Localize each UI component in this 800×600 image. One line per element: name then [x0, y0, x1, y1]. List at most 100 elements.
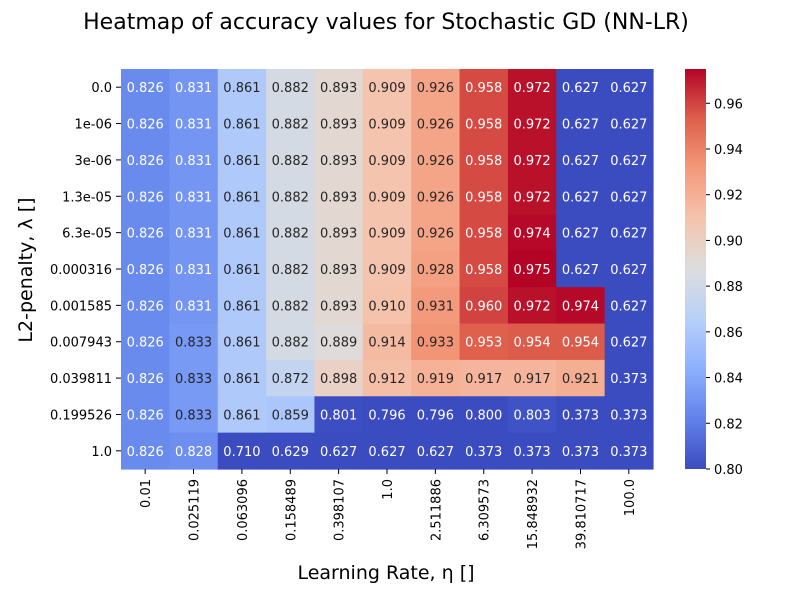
- cell-value-label: 0.373: [562, 408, 599, 423]
- x-tick-label: 0.063096: [236, 479, 251, 541]
- cell-value-label: 0.893: [320, 299, 357, 314]
- cell-value-label: 0.926: [417, 190, 454, 205]
- heatmap-cell: [121, 323, 170, 361]
- cell-value-label: 0.826: [127, 372, 164, 387]
- heatmap-cell: [507, 214, 557, 252]
- heatmap-cell: [459, 359, 509, 397]
- x-tick-label: 0.01: [139, 479, 154, 508]
- cell-value-label: 0.917: [465, 372, 502, 387]
- cell-value-label: 0.627: [562, 190, 599, 205]
- heatmap-cell: [556, 396, 606, 434]
- y-tick-label: 1.0: [91, 445, 112, 460]
- heatmap-cell: [121, 105, 170, 143]
- heatmap-cell: [169, 432, 219, 470]
- heatmap-cell: [121, 287, 170, 325]
- cell-value-label: 0.627: [610, 118, 647, 133]
- cell-value-label: 0.889: [320, 336, 357, 351]
- heatmap-cell: [266, 69, 316, 106]
- cell-value-label: 0.861: [223, 299, 260, 314]
- cell-value-label: 0.861: [223, 154, 260, 169]
- heatmap-cell: [604, 214, 654, 252]
- heatmap-cell: [217, 359, 267, 397]
- heatmap-cell: [459, 105, 509, 143]
- heatmap-cell: [266, 250, 316, 288]
- heatmap-cell: [507, 323, 557, 361]
- cell-value-label: 0.926: [417, 154, 454, 169]
- heatmap-cell: [362, 359, 412, 397]
- cell-value-label: 0.909: [368, 154, 405, 169]
- cell-value-label: 0.627: [417, 445, 454, 460]
- heatmap-cell: [459, 178, 509, 216]
- heatmap-cell: [507, 359, 557, 397]
- heatmap-cell: [169, 214, 219, 252]
- cell-value-label: 0.627: [610, 263, 647, 278]
- heatmap-cell: [169, 396, 219, 434]
- cell-value-label: 0.909: [368, 118, 405, 133]
- cell-value-label: 0.627: [610, 154, 647, 169]
- cell-value-label: 0.972: [513, 81, 550, 96]
- y-tick-label: 0.199526: [50, 408, 112, 423]
- heatmap-cell: [314, 396, 364, 434]
- cell-value-label: 0.831: [175, 190, 212, 205]
- cell-value-label: 0.826: [127, 190, 164, 205]
- cell-value-label: 0.831: [175, 118, 212, 133]
- heatmap-cell: [556, 178, 606, 216]
- heatmap-cell: [362, 396, 412, 434]
- heatmap-cell: [556, 105, 606, 143]
- y-tick-label: 0.0: [91, 81, 112, 96]
- heatmap-cell: [169, 323, 219, 361]
- cell-value-label: 0.958: [465, 190, 502, 205]
- cell-value-label: 0.914: [368, 336, 405, 351]
- colorbar-tick-label: 0.84: [714, 372, 743, 387]
- heatmap-cell: [604, 141, 654, 179]
- heatmap-cell: [411, 141, 461, 179]
- x-tick-label: 0.025119: [188, 479, 203, 541]
- heatmap-cell: [411, 359, 461, 397]
- cell-value-label: 0.958: [465, 227, 502, 242]
- cell-value-label: 0.972: [513, 118, 550, 133]
- heatmap-cell: [266, 287, 316, 325]
- heatmap-cell: [266, 141, 316, 179]
- colorbar-tick-label: 0.82: [714, 417, 743, 432]
- heatmap-cell: [121, 141, 170, 179]
- cell-value-label: 0.910: [368, 299, 405, 314]
- cell-value-label: 0.926: [417, 227, 454, 242]
- heatmap-cell: [556, 323, 606, 361]
- heatmap-cell: [217, 432, 267, 470]
- cell-value-label: 0.859: [272, 408, 309, 423]
- cell-value-label: 0.831: [175, 227, 212, 242]
- cell-value-label: 0.627: [610, 299, 647, 314]
- cell-value-label: 0.882: [272, 190, 309, 205]
- heatmap-cell: [556, 359, 606, 397]
- cell-value-label: 0.627: [610, 227, 647, 242]
- heatmap-cell: [217, 141, 267, 179]
- cell-value-label: 0.926: [417, 118, 454, 133]
- cell-value-label: 0.627: [562, 154, 599, 169]
- heatmap-cell: [169, 105, 219, 143]
- x-tick-label: 1.0: [381, 479, 396, 500]
- heatmap-cell: [459, 287, 509, 325]
- heatmap-cell: [266, 359, 316, 397]
- colorbar-tick-label: 0.90: [714, 234, 743, 249]
- heatmap-cell: [121, 432, 170, 470]
- cell-value-label: 0.974: [513, 227, 550, 242]
- cell-value-label: 0.831: [175, 154, 212, 169]
- heatmap-cell: [217, 396, 267, 434]
- cell-value-label: 0.826: [127, 118, 164, 133]
- x-axis-ticks: 0.01 0.025119 0.063096 0.158489 0.398107 1.0 2…: [139, 469, 638, 549]
- heatmap-cell: [314, 250, 364, 288]
- heatmap-cell: [411, 214, 461, 252]
- cell-value-label: 0.800: [465, 408, 502, 423]
- y-tick-label: 0.007943: [50, 336, 112, 351]
- heatmap-cell: [266, 105, 316, 143]
- cell-value-label: 0.919: [417, 372, 454, 387]
- heatmap-cell: [217, 105, 267, 143]
- heatmap-cell: [169, 69, 219, 106]
- colorbar: 0.80 0.82 0.84 0.86 0.88 0.90 0.92 0.94 0.96: [685, 69, 743, 478]
- chart-title: Heatmap of accuracy values for Stochasti…: [83, 10, 689, 35]
- heatmap-cell: [556, 214, 606, 252]
- y-tick-label: 0.039811: [50, 372, 112, 387]
- x-tick-label: 6.309573: [478, 479, 493, 541]
- colorbar-tick-label: 0.96: [714, 97, 743, 112]
